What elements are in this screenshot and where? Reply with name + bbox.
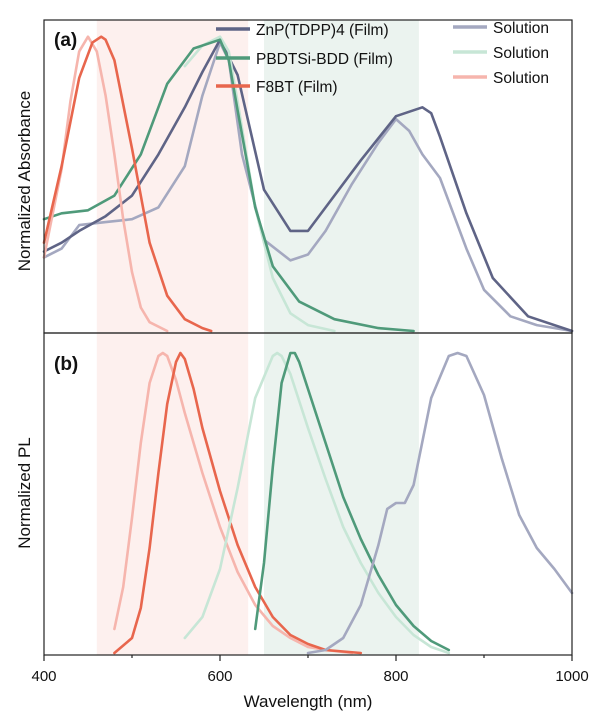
x-tick-label-600: 600 [207, 668, 232, 685]
panel-b-ylabel: Normalized PL [15, 437, 34, 549]
curve-panel-a-pbdt-film [42, 38, 415, 333]
panel-a-label: (a) [54, 30, 77, 51]
x-axis-label: Wavelength (nm) [244, 692, 373, 711]
legend-label-zn-solution: Solution [493, 20, 549, 37]
legend-label-f8bt-film: F8BT (Film) [256, 79, 338, 96]
curve-panel-b-f8bt-solution [113, 351, 354, 655]
shaded-band-red [96, 20, 249, 655]
legend-label-f8bt-solution: Solution [493, 70, 549, 87]
curve-panel-b-f8bt-film [113, 351, 363, 655]
spectra-curves [42, 35, 574, 655]
x-tick-label-800: 800 [383, 668, 408, 685]
curve-panel-b-pbdt-solution [183, 351, 451, 655]
shaded-band-green [264, 20, 419, 655]
legend-label-pbdt-film: PBDTSi-BDD (Film) [256, 51, 393, 68]
axes-frame [43, 19, 573, 661]
legend-label-pbdt-solution: Solution [493, 45, 549, 62]
curve-panel-a-f8bt-solution [42, 35, 169, 333]
curve-panel-a-f8bt-film [42, 35, 213, 333]
shaded-bands [96, 20, 419, 655]
curve-panel-b-zn-solution [306, 351, 574, 655]
curve-panel-b-pbdt-film [253, 351, 451, 652]
panel-b-label: (b) [54, 354, 78, 375]
legend: ZnP(TDPP)4 (Film) PBDTSi-BDD (Film) F8BT… [216, 20, 549, 96]
panel-a-ylabel: Normalized Absorbance [15, 91, 34, 271]
x-tick-label-400: 400 [31, 668, 56, 685]
legend-label-zn-film: ZnP(TDPP)4 (Film) [256, 22, 389, 39]
curve-panel-a-zn-film [42, 38, 574, 333]
curve-panel-a-zn-solution [42, 41, 574, 333]
x-tick-label-1000: 1000 [555, 668, 588, 685]
